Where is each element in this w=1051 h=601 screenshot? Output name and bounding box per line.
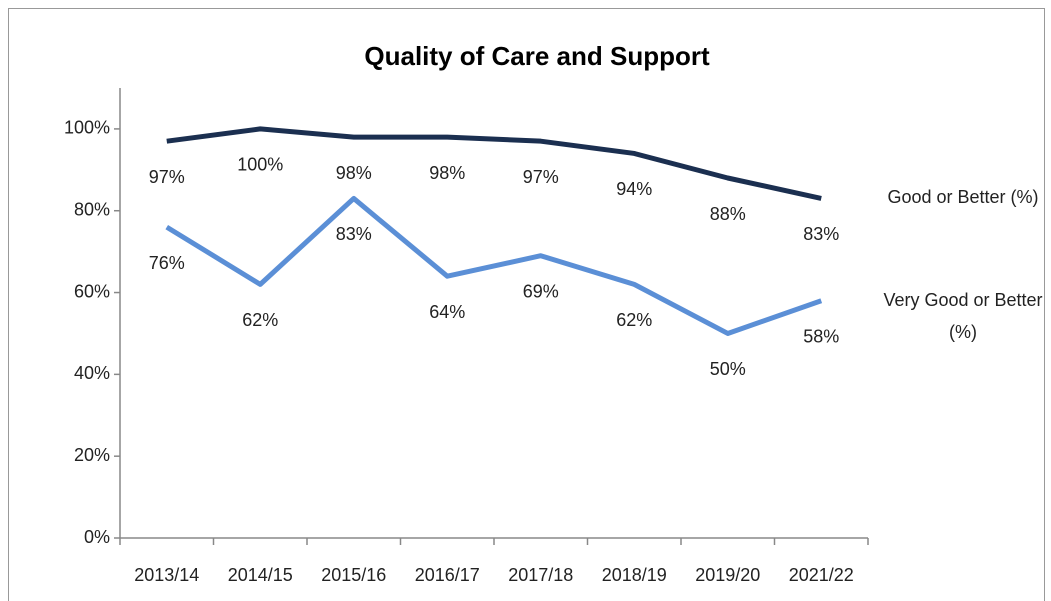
legend-label: Very Good or Better (%) xyxy=(883,289,1043,342)
x-tick-label: 2019/20 xyxy=(695,565,760,585)
y-tick-label: 20% xyxy=(74,445,110,465)
y-tick-label: 40% xyxy=(74,363,110,383)
data-label: 69% xyxy=(523,281,559,301)
data-label: 58% xyxy=(803,326,839,346)
data-label: 76% xyxy=(149,253,185,273)
data-label: 100% xyxy=(237,155,283,175)
data-label: 97% xyxy=(523,167,559,187)
data-label: 50% xyxy=(710,359,746,379)
x-tick-label: 2013/14 xyxy=(134,565,199,585)
data-label: 98% xyxy=(429,163,465,183)
series-line xyxy=(165,195,823,336)
y-tick-label: 100% xyxy=(64,118,110,138)
y-tick-label: 0% xyxy=(84,527,110,547)
data-label: 94% xyxy=(616,179,652,199)
y-tick-label: 60% xyxy=(74,281,110,301)
series-line xyxy=(166,126,822,201)
data-label: 83% xyxy=(336,224,372,244)
chart-border xyxy=(8,8,1045,601)
data-label: 97% xyxy=(149,167,185,187)
chart-title: Quality of Care and Support xyxy=(364,41,710,71)
x-tick-label: 2018/19 xyxy=(602,565,667,585)
x-tick-label: 2014/15 xyxy=(228,565,293,585)
data-label: 62% xyxy=(242,310,278,330)
legend-label: Good or Better (%) xyxy=(887,187,1039,208)
x-tick-label: 2017/18 xyxy=(508,565,573,585)
x-tick-label: 2015/16 xyxy=(321,565,386,585)
data-label: 88% xyxy=(710,204,746,224)
data-label: 62% xyxy=(616,310,652,330)
x-tick-label: 2021/22 xyxy=(789,565,854,585)
data-label: 98% xyxy=(336,163,372,183)
data-label: 83% xyxy=(803,224,839,244)
y-tick-label: 80% xyxy=(74,199,110,219)
x-tick-label: 2016/17 xyxy=(415,565,480,585)
data-label: 64% xyxy=(429,302,465,322)
